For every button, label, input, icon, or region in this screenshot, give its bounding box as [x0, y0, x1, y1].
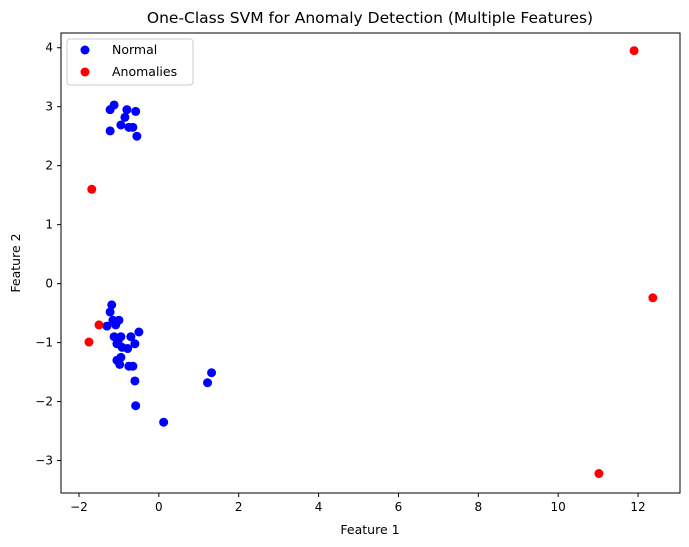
point-normal [126, 332, 136, 342]
chart-title: One-Class SVM for Anomaly Detection (Mul… [147, 9, 593, 27]
x-tick-label: 12 [630, 500, 645, 514]
point-normal [134, 327, 144, 337]
point-normal [115, 359, 125, 369]
legend-marker-anomalies [80, 67, 90, 77]
legend-marker-normal [80, 45, 90, 55]
x-tick-label: 0 [155, 500, 163, 514]
point-anomalies [629, 46, 639, 56]
y-tick-label: 0 [45, 277, 53, 291]
x-tick-label: 4 [315, 500, 323, 514]
y-tick-label: −3 [35, 454, 53, 468]
y-tick-label: −1 [35, 336, 53, 350]
y-axis-label: Feature 2 [8, 233, 23, 292]
legend-box [66, 38, 194, 86]
data-points [84, 46, 658, 479]
x-tick-label: −2 [70, 500, 88, 514]
legend: Normal Anomalies [66, 38, 194, 86]
point-normal [131, 106, 141, 116]
x-axis-label: Feature 1 [340, 522, 399, 537]
y-tick-label: −2 [35, 395, 53, 409]
point-normal [130, 376, 140, 386]
x-axis: −2 0 2 4 6 8 10 12 [70, 493, 646, 514]
point-normal [123, 344, 133, 354]
x-tick-label: 6 [395, 500, 403, 514]
point-normal [203, 378, 213, 388]
point-normal [130, 339, 140, 349]
point-anomalies [84, 337, 94, 347]
y-axis: −3 −2 −1 0 1 2 3 4 [35, 41, 61, 468]
point-normal [128, 361, 138, 371]
point-anomalies [87, 184, 97, 194]
point-normal [159, 417, 169, 427]
point-normal [128, 122, 138, 132]
point-normal [122, 105, 132, 115]
point-normal [105, 307, 115, 317]
point-anomalies [594, 469, 604, 479]
point-normal [207, 368, 217, 378]
point-normal [111, 320, 121, 330]
x-tick-label: 10 [551, 500, 566, 514]
point-anomalies [94, 320, 104, 330]
point-normal [105, 126, 115, 136]
point-normal [109, 100, 119, 110]
y-tick-label: 2 [45, 159, 53, 173]
point-normal [116, 120, 126, 130]
point-anomalies [648, 293, 658, 303]
point-normal [132, 131, 142, 141]
point-normal [102, 321, 112, 331]
legend-label-normal: Normal [112, 42, 157, 57]
x-tick-label: 2 [235, 500, 243, 514]
point-normal [120, 112, 130, 122]
point-normal [107, 300, 117, 310]
point-normal [131, 401, 141, 411]
x-tick-label: 8 [475, 500, 483, 514]
y-tick-label: 3 [45, 100, 53, 114]
y-tick-label: 4 [45, 41, 53, 55]
plot-area [60, 32, 681, 494]
y-tick-label: 1 [45, 218, 53, 232]
legend-label-anomalies: Anomalies [112, 64, 177, 79]
